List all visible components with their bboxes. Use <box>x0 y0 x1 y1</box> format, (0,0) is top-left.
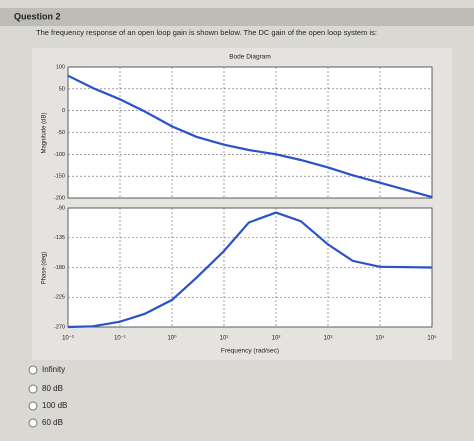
x-tick-label: 10⁴ <box>375 335 385 342</box>
x-tick-label: 10¹ <box>220 336 229 342</box>
y-tick-label: -180 <box>54 265 65 271</box>
y-tick-label: 50 <box>59 86 65 92</box>
y-axis-label: Phase (deg) <box>42 252 48 285</box>
x-tick-label: 10⁰ <box>167 335 177 342</box>
y-tick-label: -50 <box>57 130 65 136</box>
question-header <box>0 8 474 26</box>
y-tick-label: -225 <box>54 295 65 301</box>
y-tick-label: 0 <box>62 108 65 114</box>
y-tick-label: -90 <box>57 205 65 211</box>
radio[interactable] <box>28 418 38 428</box>
x-axis-label: Frequency (rad/sec) <box>221 348 279 355</box>
question-title: Question 2 <box>14 11 61 21</box>
option-label[interactable]: Infinity <box>42 365 65 374</box>
x-tick-label: 10⁻¹ <box>114 336 126 342</box>
y-tick-label: -270 <box>54 324 65 330</box>
y-tick-label: -100 <box>54 152 65 158</box>
y-axis-label: Magnitude (dB) <box>42 112 48 153</box>
line <box>67 74 433 199</box>
chart-title: Bode Diagram <box>229 54 271 61</box>
y-tick-label: -150 <box>54 174 65 180</box>
radio[interactable] <box>28 384 38 394</box>
options: Infinity 80 dB 100 dB 60 dB <box>28 365 67 428</box>
x-tick-label: 10³ <box>324 336 333 342</box>
option-label[interactable]: 80 dB <box>42 384 63 393</box>
x-tick-label: 10⁵ <box>427 335 437 342</box>
x-tick-label: 10⁻² <box>62 336 74 342</box>
radio[interactable] <box>28 365 38 375</box>
x-tick-label: 10² <box>272 336 281 342</box>
option-label[interactable]: 100 dB <box>42 401 67 410</box>
y-tick-label: -200 <box>54 195 65 201</box>
y-tick-label: -135 <box>54 235 65 241</box>
y-tick-label: 100 <box>56 64 65 70</box>
line <box>67 211 433 329</box>
option-label[interactable]: 60 dB <box>42 418 63 427</box>
question-text: The frequency response of an open loop g… <box>36 28 377 37</box>
radio[interactable] <box>28 401 38 411</box>
